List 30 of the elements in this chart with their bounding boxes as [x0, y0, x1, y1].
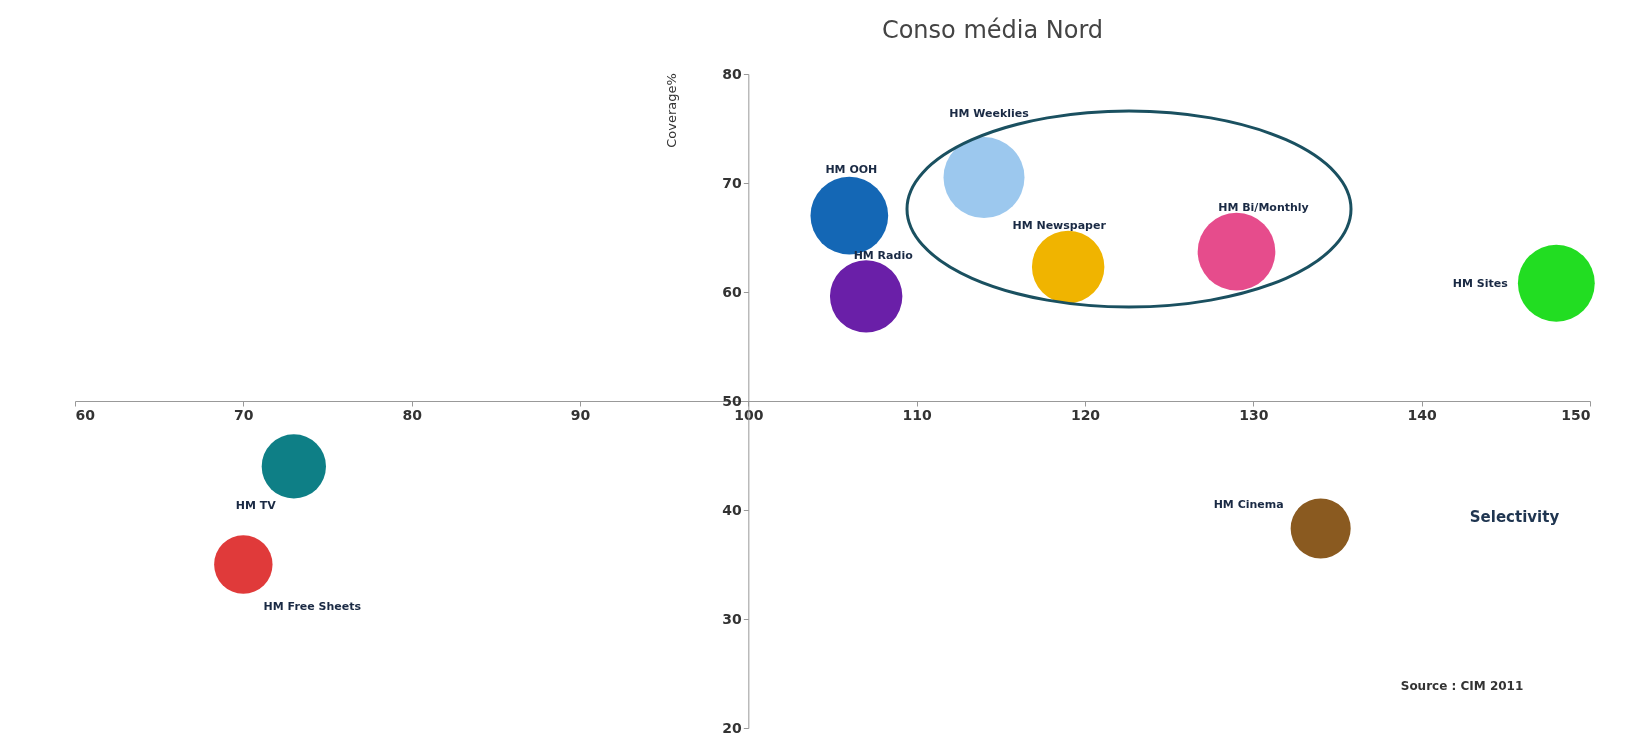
y-axis-title: Coverage% [663, 73, 679, 148]
x-tick-label: 80 [402, 406, 423, 423]
x-tick-label: 90 [570, 406, 591, 423]
chart-title: Conso média Nord [881, 16, 1104, 44]
y-tick-label: 30 [722, 610, 743, 627]
y-tick-label: 80 [722, 65, 743, 82]
series-label: HM Newspaper [1012, 218, 1107, 232]
y-tick-label: 50 [722, 392, 743, 409]
series-label: HM Radio [853, 249, 914, 263]
y-tick-label: 60 [722, 283, 743, 300]
x-axis-title: Selectivity [1469, 507, 1560, 526]
y-tick-label: 40 [722, 501, 743, 518]
series-label: HM Free Sheets [263, 599, 362, 613]
x-tick-label: 100 [734, 406, 764, 423]
x-tick-label: 130 [1239, 406, 1269, 423]
series-label: HM Sites [1452, 277, 1509, 291]
x-tick-label: 150 [1561, 406, 1591, 423]
x-tick-label: 110 [902, 406, 933, 423]
x-tick-label: 140 [1407, 406, 1438, 423]
series-label: HM TV [235, 499, 277, 513]
series-label: HM Bi/Monthly [1218, 200, 1309, 214]
y-tick-label: 70 [722, 174, 743, 191]
annotation: Source : CIM 2011 [1400, 679, 1524, 693]
text: HM Weeklies [949, 106, 1030, 120]
x-tick-label: 120 [1070, 406, 1101, 423]
y-tick-label: 20 [722, 719, 743, 736]
x-tick-label: 70 [234, 406, 254, 423]
series-label: HM Cinema [1213, 497, 1284, 511]
x-tick-label: 60 [75, 406, 96, 423]
series-label: HM OOH [825, 162, 878, 176]
